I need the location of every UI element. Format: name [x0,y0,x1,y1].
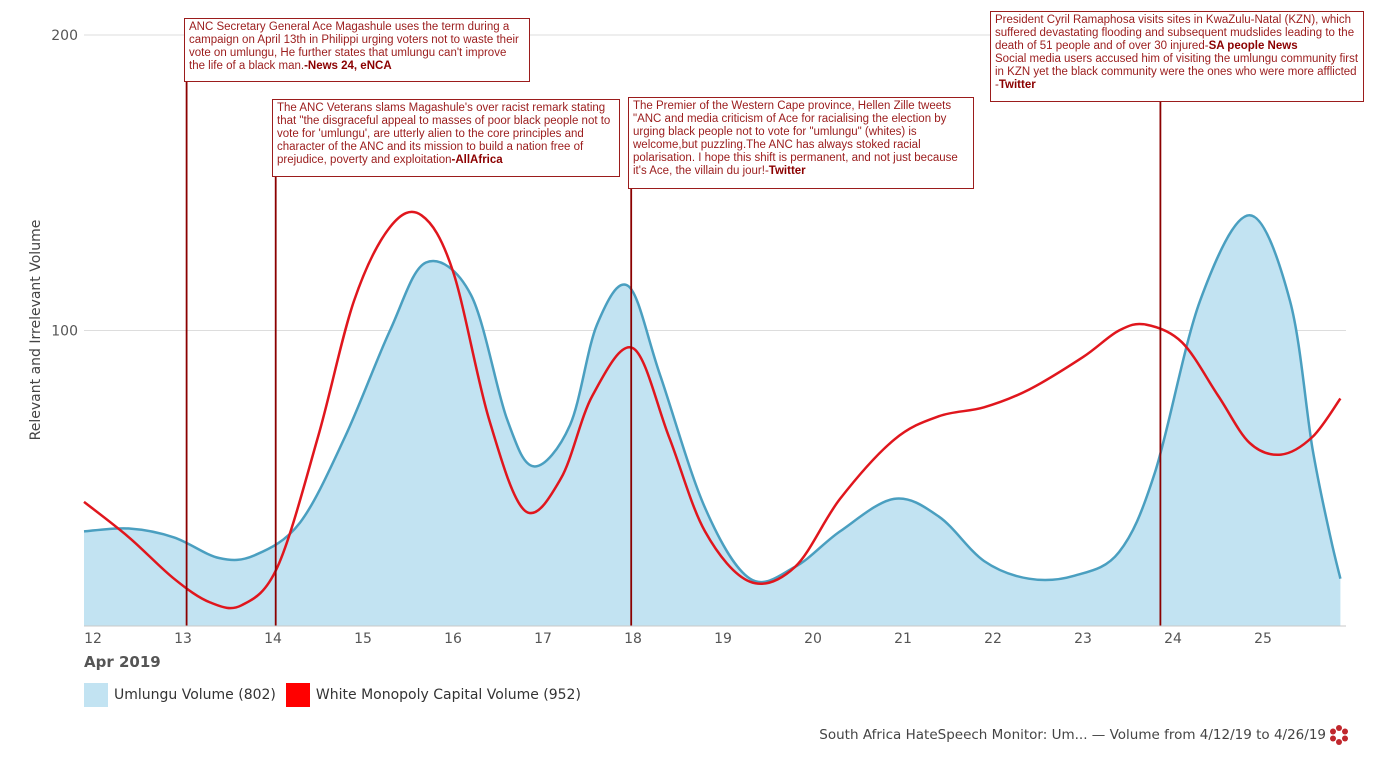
x-tick-label: 14 [264,631,282,647]
footer-caption: South Africa HateSpeech Monitor: Um... —… [819,727,1326,743]
annotation-text: The Premier of the Western Cape province… [633,100,958,177]
annotation-ramaphosa: President Cyril Ramaphosa visits sites i… [990,11,1364,102]
series-umlungu-area [84,215,1341,627]
legend-label-white-monopoly-capital: White Monopoly Capital Volume (952) [315,687,581,703]
series-umlungu-line [83,214,1342,584]
annotation-text: President Cyril Ramaphosa visits sites i… [995,14,1355,52]
x-tick-label: 21 [894,631,912,647]
x-tick-label: 15 [354,631,372,647]
annotation-source: Twitter [768,165,806,177]
x-tick-label: 16 [444,631,462,647]
x-tick-label: 19 [714,631,732,647]
flower-logo-icon[interactable] [1328,724,1350,746]
x-axis-title: Apr 2019 [84,653,161,671]
annotation-text-2: Social media users accused him of visiti… [995,53,1359,91]
y-axis-ticks: 100 200 [51,28,78,340]
legend: Umlungu Volume (802) White Monopoly Capi… [84,683,591,707]
y-axis-label: Relevant and Irrelevant Volume [28,220,44,441]
legend-item-white-monopoly-capital[interactable]: White Monopoly Capital Volume (952) [285,683,581,707]
annotation-anc-veterans: The ANC Veterans slams Magashule's over … [272,99,620,177]
annotation-text: ANC Secretary General Ace Magashule uses… [189,21,519,72]
annotation-ace-magashule: ANC Secretary General Ace Magashule uses… [184,18,530,82]
annotation-source-2: Twitter [998,79,1036,91]
y-tick-label: 100 [51,324,78,340]
x-tick-label: 12 [84,631,102,647]
x-tick-label: 22 [984,631,1002,647]
x-tick-label: 17 [534,631,552,647]
legend-swatch-white-monopoly-capital [285,683,310,707]
y-tick-label: 200 [51,28,78,44]
legend-swatch-umlungu [84,683,108,707]
x-tick-label: 20 [804,631,822,647]
series-white-monopoly-capital-line [83,210,1342,610]
x-axis-ticks: 12 13 14 15 16 17 18 19 20 21 22 23 24 25 [84,625,1346,647]
x-tick-label: 23 [1074,631,1092,647]
annotation-text: The ANC Veterans slams Magashule's over … [277,102,611,166]
x-tick-label: 18 [624,631,642,647]
x-tick-label: 25 [1254,631,1272,647]
chart-canvas: 100 200 12 13 14 15 16 17 18 19 20 21 22 23 24 25 Rele… [28,18,1346,671]
annotation-hellen-zille: The Premier of the Western Cape province… [628,97,974,189]
annotation-source: SA people News [1208,40,1298,52]
annotation-source: -News 24, eNCA [304,60,392,72]
x-tick-label: 24 [1164,631,1182,647]
legend-item-umlungu[interactable]: Umlungu Volume (802) [84,683,276,707]
x-tick-label: 13 [174,631,192,647]
legend-label-umlungu: Umlungu Volume (802) [114,687,276,703]
annotation-source: -AllAfrica [451,154,503,166]
